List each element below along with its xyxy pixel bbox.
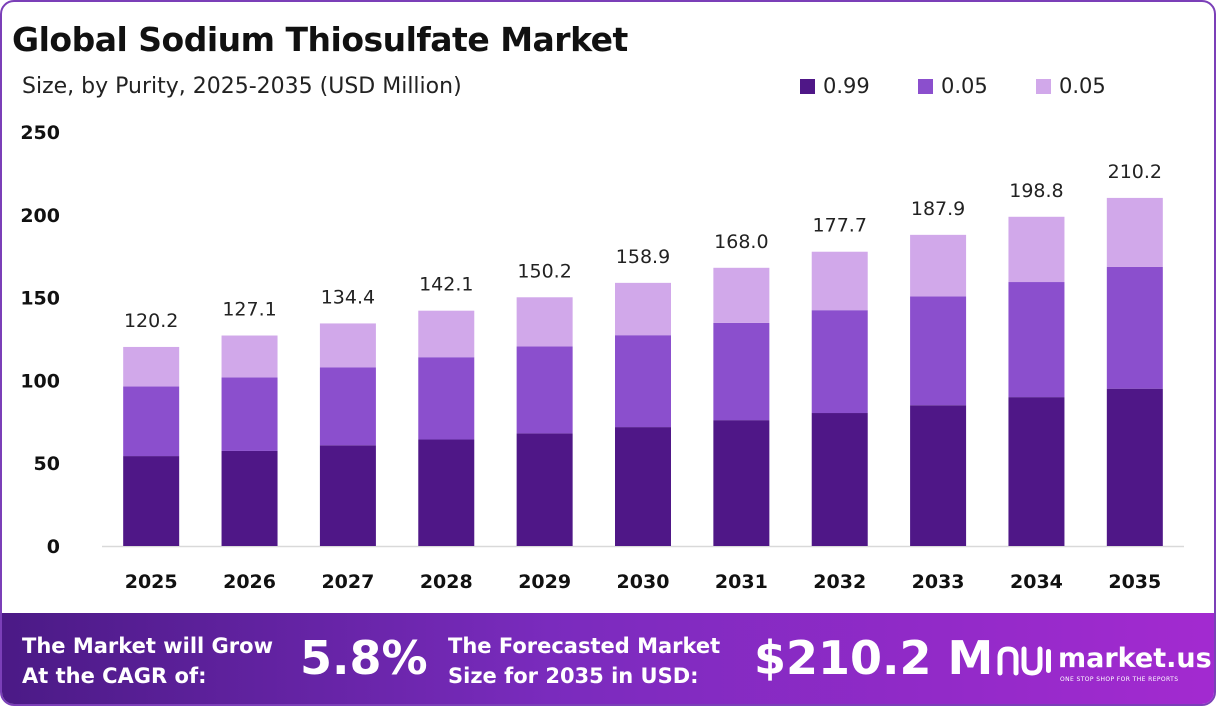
data-label-2032: 177.7	[813, 215, 867, 237]
legend-item-3: 0.05	[1036, 74, 1154, 98]
x-tick-label-2033: 2033	[912, 571, 965, 593]
bar-2031-series-2	[713, 322, 770, 421]
x-tick-label-2034: 2034	[1010, 571, 1063, 593]
bar-2033-series-1	[910, 405, 967, 546]
legend-swatch-1	[800, 78, 815, 94]
bar-2034-series-2	[1008, 282, 1065, 398]
cagr-label-line2: At the CAGR of:	[22, 664, 207, 688]
x-tick-label-2032: 2032	[813, 571, 866, 593]
footer-banner: The Market will Grow At the CAGR of: 5.8…	[2, 613, 1214, 704]
bar-2035-series-2	[1106, 266, 1163, 389]
x-tick-label-2031: 2031	[715, 571, 768, 593]
bar-2025-series-2	[123, 386, 180, 457]
data-label-2030: 158.9	[616, 246, 670, 268]
forecast-label-line2: Size for 2035 in USD:	[448, 664, 699, 688]
y-tick-label-5: 250	[20, 122, 60, 144]
x-tick-label-2029: 2029	[518, 571, 571, 593]
bar-2031-series-1	[713, 420, 770, 546]
legend-label-2: 0.05	[941, 74, 988, 98]
market-us-logo-icon	[997, 646, 1051, 676]
legend: 0.99 0.05 0.05	[800, 74, 1154, 98]
bar-2027-series-1	[319, 445, 376, 546]
bar-2033-series-3	[910, 234, 967, 297]
cagr-label-line1: The Market will Grow	[22, 634, 273, 658]
bar-2032-series-3	[811, 251, 868, 311]
bar-2033-series-2	[910, 296, 967, 406]
legend-item-2: 0.05	[918, 74, 1036, 98]
data-label-2029: 150.2	[517, 260, 571, 282]
brand-name: market.us	[1058, 643, 1212, 674]
bar-2030-series-1	[615, 427, 671, 546]
data-label-2026: 127.1	[222, 299, 276, 321]
legend-label-3: 0.05	[1059, 74, 1106, 98]
forecast-label-line1: The Forecasted Market	[448, 634, 721, 658]
brand-tagline: ONE STOP SHOP FOR THE REPORTS	[1060, 676, 1179, 683]
data-label-2025: 120.2	[124, 310, 178, 332]
legend-label-1: 0.99	[823, 74, 870, 98]
y-tick-label-0: 0	[47, 536, 60, 558]
bar-2034-series-1	[1008, 397, 1065, 546]
bar-2028-series-1	[418, 439, 475, 546]
data-label-2035: 210.2	[1108, 161, 1162, 183]
chart-subtitle: Size, by Purity, 2025-2035 (USD Million)	[22, 74, 462, 99]
legend-swatch-2	[918, 78, 933, 94]
bar-2031-series-3	[713, 267, 770, 323]
data-label-2033: 187.9	[911, 198, 965, 220]
x-tick-label-2026: 2026	[223, 571, 276, 593]
bar-2034-series-3	[1008, 216, 1065, 283]
forecast-label: The Forecasted Market Size for 2035 in U…	[448, 631, 720, 691]
legend-item-1: 0.99	[800, 74, 918, 98]
bar-2027-series-2	[319, 367, 376, 446]
data-label-2031: 168.0	[714, 231, 768, 253]
y-tick-label-4: 200	[20, 205, 60, 227]
x-tick-label-2027: 2027	[321, 571, 374, 593]
stacked-bar-chart: 0 50 100 150 200 250 120.2 2025 127.1 2026 134.4 20…	[20, 122, 1184, 593]
bar-2029-series-3	[516, 297, 573, 347]
cagr-value: 5.8%	[300, 631, 428, 685]
forecast-value: $210.2 M	[754, 631, 994, 685]
legend-swatch-3	[1036, 78, 1051, 94]
y-tick-label-1: 50	[34, 453, 60, 475]
bar-2029-series-2	[516, 346, 573, 434]
bar-2025-series-1	[123, 456, 180, 546]
chart-title: Global Sodium Thiosulfate Market	[12, 20, 628, 59]
bar-2035-series-1	[1106, 388, 1163, 546]
bar-2028-series-2	[418, 357, 475, 440]
bar-2025-series-3	[123, 346, 180, 387]
bar-2027-series-3	[319, 323, 376, 368]
cagr-label: The Market will Grow At the CAGR of:	[22, 631, 273, 691]
x-tick-label-2025: 2025	[125, 571, 178, 593]
bar-2026-series-2	[221, 377, 278, 451]
data-label-2027: 134.4	[321, 286, 375, 308]
bar-2029-series-1	[516, 433, 573, 546]
bar-2032-series-1	[811, 413, 868, 546]
bar-2026-series-3	[221, 335, 278, 378]
bar-2028-series-3	[418, 310, 475, 358]
bar-2035-series-3	[1106, 197, 1163, 267]
y-tick-label-2: 100	[20, 370, 60, 392]
bar-2032-series-2	[811, 310, 868, 414]
x-tick-label-2030: 2030	[617, 571, 670, 593]
x-tick-label-2028: 2028	[420, 571, 473, 593]
x-tick-label-2035: 2035	[1108, 571, 1161, 593]
data-label-2034: 198.8	[1009, 180, 1063, 202]
y-tick-label-3: 150	[20, 288, 60, 310]
bar-2030-series-2	[615, 335, 671, 428]
bar-2026-series-1	[221, 450, 278, 546]
data-label-2028: 142.1	[419, 274, 473, 296]
bar-2030-series-3	[615, 282, 671, 336]
